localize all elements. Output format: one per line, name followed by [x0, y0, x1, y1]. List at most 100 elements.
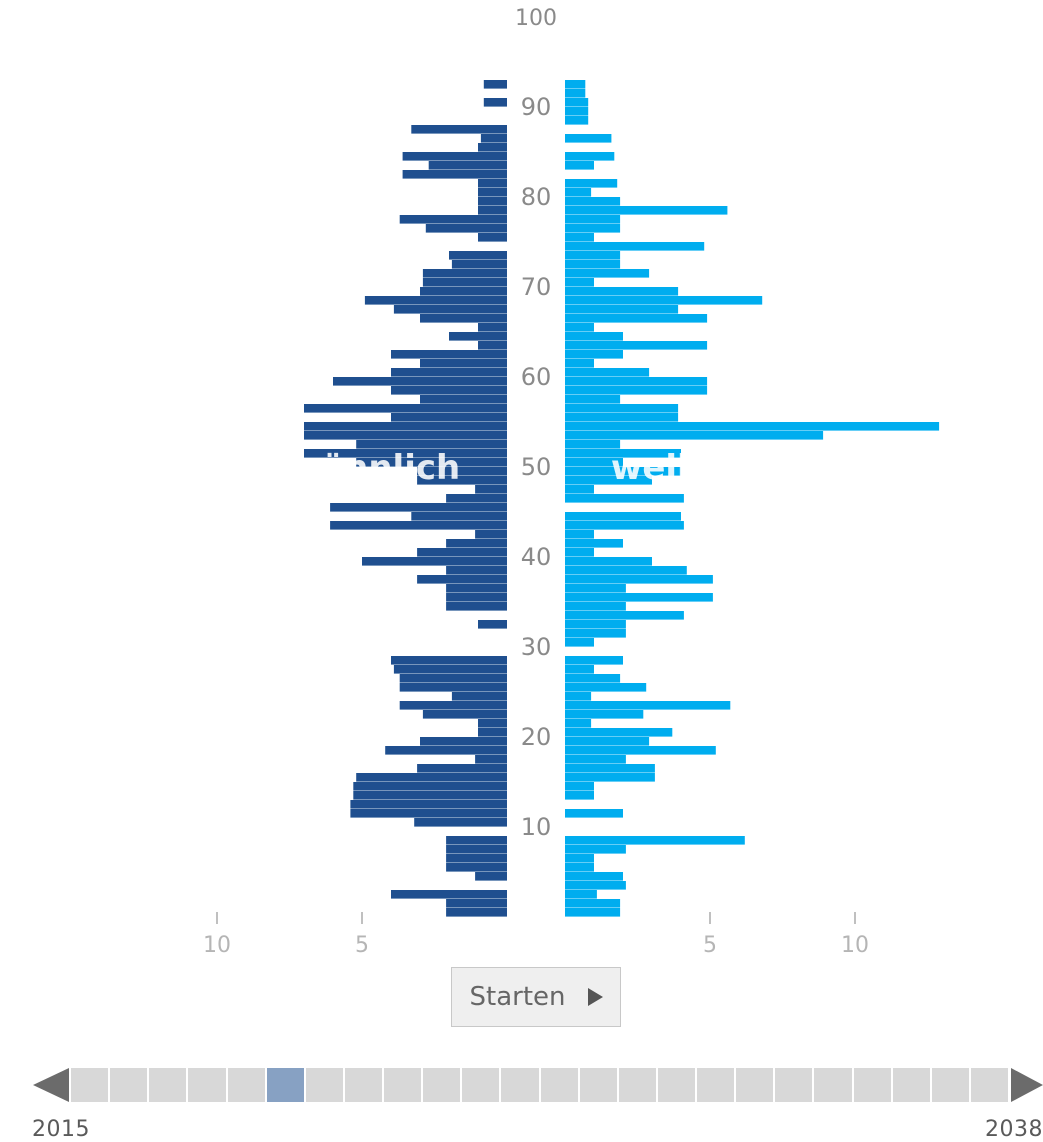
female-bar-age-19: [565, 737, 650, 746]
timeline-segment[interactable]: [305, 1068, 345, 1102]
male-bar-age-80: [478, 188, 507, 197]
female-bar-age-42: [565, 530, 594, 539]
timeline-segment[interactable]: [775, 1068, 815, 1102]
female-bar-age-36: [565, 584, 626, 593]
male-bar-age-4: [475, 872, 507, 881]
timeline-segment[interactable]: [853, 1068, 893, 1102]
male-bar-age-77: [399, 215, 507, 224]
female-bar-age-6: [565, 854, 594, 863]
timeline-segment[interactable]: [892, 1068, 932, 1102]
female-bar-age-44: [565, 512, 681, 521]
timeline-segment[interactable]: [227, 1068, 267, 1102]
age-axis: 10 20 30 40 50 60 70 80 90 100: [515, 6, 557, 841]
male-bar-age-86: [480, 134, 507, 143]
population-pyramid-chart: 10 20 30 40 50 60 70 80 90 100 10 5 5 10 männlich we…: [203, 6, 940, 958]
female-bar-age-88: [565, 116, 589, 125]
male-bar-age-13: [353, 791, 507, 800]
male-bar-age-11: [350, 809, 507, 818]
female-bar-age-16: [565, 764, 655, 773]
male-bar-age-22: [422, 710, 507, 719]
timeline-segment[interactable]: [970, 1068, 1010, 1102]
timeline-segment[interactable]: [618, 1068, 658, 1102]
male-bar-age-5: [446, 863, 507, 872]
male-bar-age-42: [475, 530, 507, 539]
timeline-segment[interactable]: [266, 1068, 306, 1102]
male-bar-age-52: [356, 440, 507, 449]
timeline-segment[interactable]: [657, 1068, 697, 1102]
male-bar-age-19: [420, 737, 507, 746]
male-bar-age-70: [422, 278, 507, 287]
female-bar-age-61: [565, 359, 594, 368]
female-bar-age-63: [565, 341, 708, 350]
male-bar-age-68: [364, 296, 507, 305]
male-bar-age-50: [356, 458, 507, 467]
female-bar-age-21: [565, 719, 592, 728]
play-icon: [587, 988, 603, 1006]
year-timeline: [33, 1068, 1043, 1102]
timeline-segment[interactable]: [462, 1068, 502, 1102]
previous-year-arrow-icon[interactable]: [33, 1068, 69, 1102]
timeline-segments: [71, 1068, 1010, 1102]
female-bar-age-27: [565, 665, 594, 674]
female-bar-age-77: [565, 215, 621, 224]
male-bar-age-58: [391, 386, 507, 395]
male-bar-age-14: [353, 782, 507, 791]
female-bar-age-52: [565, 440, 621, 449]
female-bar-age-69: [565, 287, 679, 296]
timeline-segment[interactable]: [501, 1068, 541, 1102]
timeline-segment[interactable]: [71, 1068, 111, 1102]
male-bar-age-71: [422, 269, 507, 278]
age-tick-label: 50: [521, 453, 552, 481]
timeline-segment[interactable]: [110, 1068, 150, 1102]
female-bars: [565, 80, 940, 917]
timeline-segment[interactable]: [188, 1068, 228, 1102]
timeline-segment[interactable]: [384, 1068, 424, 1102]
male-bar-age-84: [402, 152, 507, 161]
timeline-segment[interactable]: [736, 1068, 776, 1102]
male-bar-age-49: [417, 467, 507, 476]
female-bar-age-91: [565, 89, 586, 98]
male-bar-age-15: [356, 773, 507, 782]
female-bar-age-54: [565, 422, 940, 431]
female-bar-age-90: [565, 98, 589, 107]
male-bar-age-79: [478, 197, 507, 206]
timeline-segment[interactable]: [579, 1068, 619, 1102]
female-bar-age-67: [565, 305, 679, 314]
female-bar-age-30: [565, 638, 594, 647]
female-bar-age-84: [565, 152, 615, 161]
timeline-segment[interactable]: [931, 1068, 971, 1102]
female-bar-age-73: [565, 251, 621, 260]
male-bar-age-26: [399, 674, 507, 683]
male-bar-age-10: [414, 818, 507, 827]
male-bar-age-39: [362, 557, 507, 566]
value-tick-label: 10: [203, 933, 231, 958]
start-button[interactable]: Starten: [451, 967, 621, 1027]
female-bar-age-66: [565, 314, 708, 323]
timeline-segment[interactable]: [697, 1068, 737, 1102]
male-bar-age-27: [393, 665, 507, 674]
female-bar-age-48: [565, 476, 652, 485]
timeline-end-year: 2038: [985, 1117, 1043, 1142]
female-bar-age-18: [565, 746, 716, 755]
next-year-arrow-icon[interactable]: [1011, 1068, 1043, 1102]
female-bar-age-68: [565, 296, 763, 305]
timeline-segment[interactable]: [423, 1068, 463, 1102]
age-tick-label: 80: [521, 183, 552, 211]
male-bar-age-44: [411, 512, 507, 521]
male-bar-age-47: [475, 485, 507, 494]
timeline-segment[interactable]: [344, 1068, 384, 1102]
female-bar-age-92: [565, 80, 586, 89]
age-tick-label: 20: [521, 723, 552, 751]
male-bar-age-78: [478, 206, 507, 215]
female-bar-age-0: [565, 908, 621, 917]
female-bar-age-40: [565, 548, 594, 557]
timeline-segment[interactable]: [540, 1068, 580, 1102]
male-bar-age-75: [478, 233, 507, 242]
male-bar-age-55: [391, 413, 507, 422]
timeline-segment[interactable]: [149, 1068, 189, 1102]
timeline-segment[interactable]: [814, 1068, 854, 1102]
male-bar-age-20: [478, 728, 507, 737]
male-bar-age-43: [330, 521, 507, 530]
age-tick-label: 10: [521, 813, 552, 841]
female-bar-age-57: [565, 395, 621, 404]
